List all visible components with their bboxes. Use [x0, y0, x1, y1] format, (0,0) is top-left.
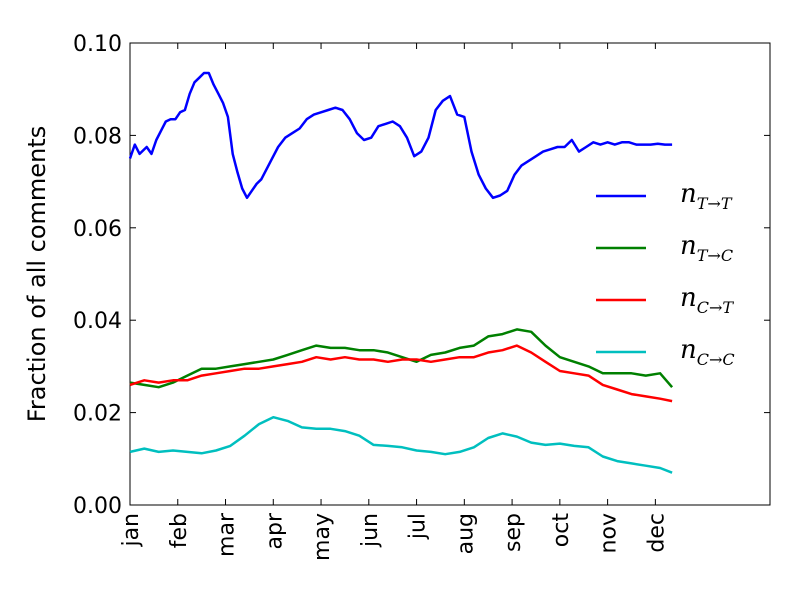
legend-label-3: nC→C	[680, 335, 735, 369]
y-axis: 0.00 0.02 0.04 0.06 0.08 0.10	[73, 32, 770, 519]
legend-label-1: nT→C	[680, 231, 733, 265]
x-tick-label: sep	[501, 513, 526, 552]
x-tick-label: mar	[215, 512, 240, 557]
legend-label-0: nT→T	[680, 179, 733, 213]
y-tick-label: 0.10	[73, 32, 122, 57]
y-tick-label: 0.06	[73, 217, 122, 242]
x-tick-label: jul	[406, 513, 431, 540]
series-line-3	[129, 415, 673, 474]
x-tick-label: feb	[167, 513, 192, 548]
x-tick-label: nov	[597, 513, 622, 553]
series-layer	[128, 71, 674, 474]
x-tick-label: jan	[119, 513, 144, 548]
x-tick-label: may	[310, 513, 335, 561]
x-tick-label: dec	[644, 513, 669, 553]
series-line-0	[128, 71, 673, 200]
y-tick-label: 0.02	[73, 402, 122, 427]
x-tick-label: oct	[549, 513, 574, 548]
x-tick-label: aug	[453, 513, 478, 554]
series-line-1	[129, 328, 674, 389]
x-axis: jan feb mar apr may jun jul aug sep oct nov dec	[119, 43, 669, 561]
series-line-2	[129, 344, 673, 403]
y-tick-label: 0.00	[73, 494, 122, 519]
y-axis-label: Fraction of all comments	[23, 126, 51, 422]
y-tick-label: 0.04	[73, 309, 122, 334]
x-tick-label: apr	[262, 512, 287, 549]
legend-label-2: nC→T	[680, 283, 734, 317]
legend: nT→T nT→C nC→T nC→C	[596, 179, 735, 369]
plot-frame	[129, 42, 771, 506]
y-tick-label: 0.08	[73, 124, 122, 149]
x-tick-label: jun	[358, 513, 383, 548]
